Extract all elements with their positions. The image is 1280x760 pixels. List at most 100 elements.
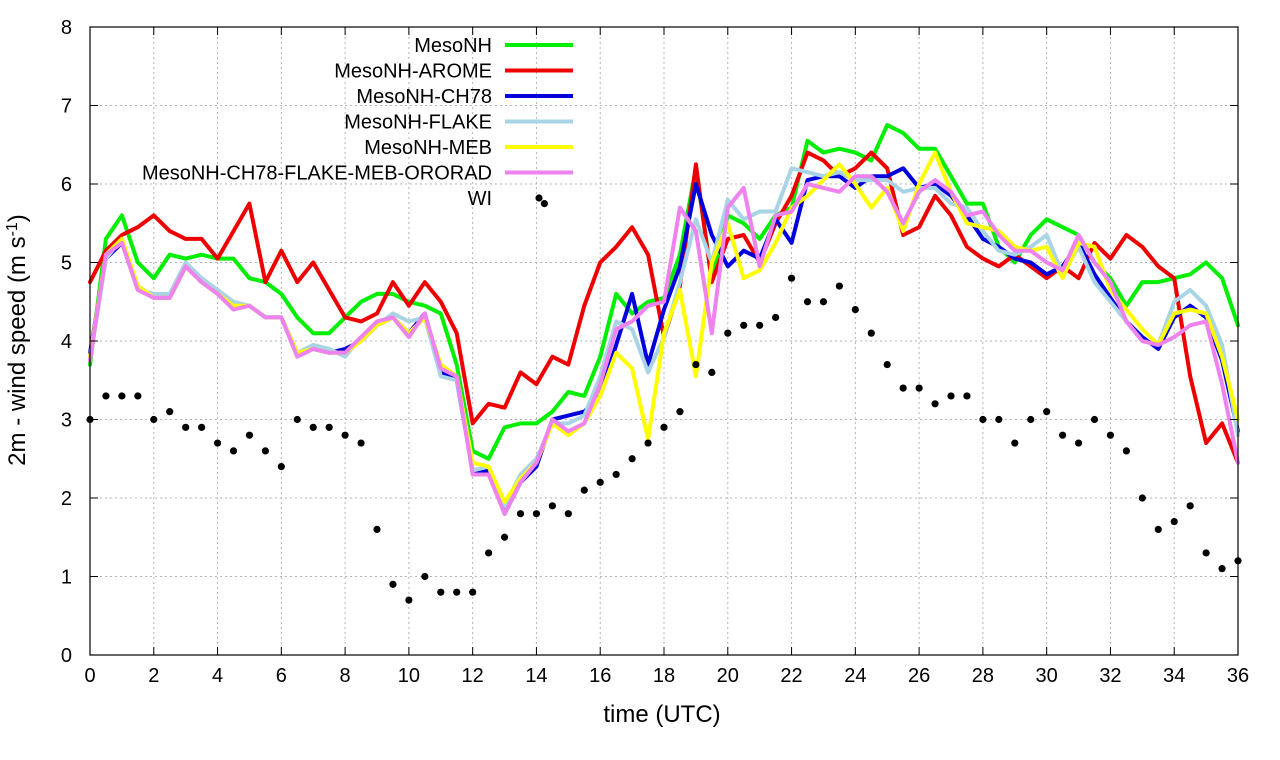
data-point-wi: [1027, 415, 1035, 424]
data-point-wi: [564, 510, 572, 518]
data-point-wi: [676, 408, 684, 416]
data-point-wi: [1202, 549, 1210, 557]
data-point-wi: [373, 525, 381, 534]
data-point-wi: [740, 321, 748, 329]
data-point-wi: [644, 439, 652, 447]
data-point-wi: [979, 415, 987, 424]
x-tick-label: 14: [525, 665, 547, 687]
data-point-wi: [405, 596, 413, 604]
series-line-mesonh-ch78-flake-meb-ororad: [88, 174, 1240, 516]
data-point-wi: [213, 439, 222, 447]
data-point-wi: [787, 274, 796, 282]
data-point-wi: [580, 486, 588, 494]
y-tick-label: 6: [61, 174, 72, 196]
y-tick-label: 4: [61, 331, 72, 353]
data-point-wi: [660, 423, 668, 431]
data-point-wi: [835, 282, 843, 290]
x-tick-label: 20: [717, 665, 739, 687]
y-tick-label: 7: [61, 96, 72, 118]
x-tick-label: 28: [972, 665, 994, 687]
data-point-wi: [772, 313, 780, 322]
axis-ticks: 0 2 4 6 8 10 12 14 16 18 20 22 24 26 28 30 32 34 360123456…: [61, 17, 1249, 687]
data-point-wi: [1154, 525, 1162, 534]
data-point-wi: [1170, 517, 1178, 526]
legend-item-mesonh-ch78-flake-meb-ororad: MesoNH-CH78-FLAKE-MEB-ORORAD: [142, 163, 573, 185]
data-point-wi: [596, 478, 604, 486]
legend-label: MesoNH-CH78-FLAKE-MEB-ORORAD: [142, 163, 492, 185]
data-point-wi: [883, 360, 891, 369]
data-point-wi: [437, 588, 445, 596]
x-tick-label: 2: [148, 665, 159, 687]
y-tick-label: 2: [61, 488, 72, 510]
y-tick-label: 5: [61, 253, 72, 275]
data-point-wi: [540, 200, 549, 208]
data-point-wi: [548, 502, 556, 510]
data-point-wi: [947, 392, 955, 400]
data-point-wi: [803, 298, 812, 306]
data-point-wi: [277, 463, 285, 471]
data-point-wi: [261, 447, 269, 455]
data-point-wi: [963, 392, 971, 400]
y-tick-label: 8: [61, 17, 72, 39]
y-tick-label: 3: [61, 410, 72, 432]
data-point-wi: [453, 588, 461, 596]
data-point-wi: [469, 588, 477, 596]
x-tick-label: 22: [780, 665, 802, 687]
data-point-wi: [198, 423, 206, 431]
data-point-wi: [485, 549, 493, 557]
data-point-wi: [1106, 431, 1115, 439]
data-point-wi: [229, 447, 238, 455]
data-point-wi: [118, 392, 126, 400]
legend-label: MesoNH: [414, 35, 492, 57]
data-point-wi: [1218, 565, 1226, 573]
data-point-wi: [756, 321, 764, 329]
data-point-wi: [150, 415, 158, 424]
data-point-wi: [1122, 447, 1130, 455]
x-tick-label: 26: [908, 665, 930, 687]
data-point-wi: [1043, 408, 1051, 416]
data-point-wi: [1138, 494, 1146, 502]
x-tick-label: 24: [844, 665, 866, 687]
data-point-wi: [293, 415, 301, 424]
data-point-wi: [341, 431, 349, 439]
legend-item-wi: WI: [468, 188, 543, 210]
data-point-wi: [931, 400, 939, 408]
x-axis-title: time (UTC): [603, 701, 720, 728]
data-point-wi: [819, 298, 828, 306]
data-point-wi: [309, 423, 317, 431]
legend-label: MesoNH-CH78: [356, 86, 492, 108]
data-point-wi: [516, 510, 525, 518]
data-point-wi: [899, 384, 907, 392]
x-tick-label: 6: [276, 665, 287, 687]
legend-item-mesonh-arome: MesoNH-AROME: [334, 61, 573, 83]
legend-item-mesonh-ch78: MesoNH-CH78: [356, 86, 573, 108]
y-tick-label: 1: [61, 567, 72, 589]
legend-label: MesoNH-AROME: [334, 61, 492, 83]
y-axis-title-superscript: -1: [4, 222, 21, 236]
data-point-wi: [134, 392, 142, 400]
data-point-wi: [724, 329, 732, 337]
data-point-wi: [692, 360, 700, 369]
series-wi-points: [86, 200, 1242, 604]
data-point-wi: [389, 580, 397, 588]
data-point-wi: [325, 423, 333, 431]
data-point-wi: [995, 415, 1003, 424]
x-tick-label: 32: [1099, 665, 1121, 687]
data-point-wi: [245, 431, 254, 439]
data-point-wi: [1011, 439, 1019, 447]
y-axis-title-close: ): [4, 214, 31, 222]
x-tick-label: 10: [398, 665, 420, 687]
data-point-wi: [500, 533, 509, 541]
data-point-wi: [357, 439, 365, 447]
x-tick-label: 34: [1163, 665, 1185, 687]
legend-item-mesonh: MesoNH: [414, 35, 573, 57]
y-axis-title-main: 2m - wind speed (m s: [4, 236, 31, 465]
x-tick-label: 16: [589, 665, 611, 687]
data-point-wi: [851, 306, 859, 314]
x-tick-label: 0: [84, 665, 95, 687]
data-point-wi: [421, 572, 429, 581]
data-point-wi: [915, 384, 923, 392]
x-tick-label: 4: [212, 665, 223, 687]
data-point-wi: [628, 455, 636, 463]
